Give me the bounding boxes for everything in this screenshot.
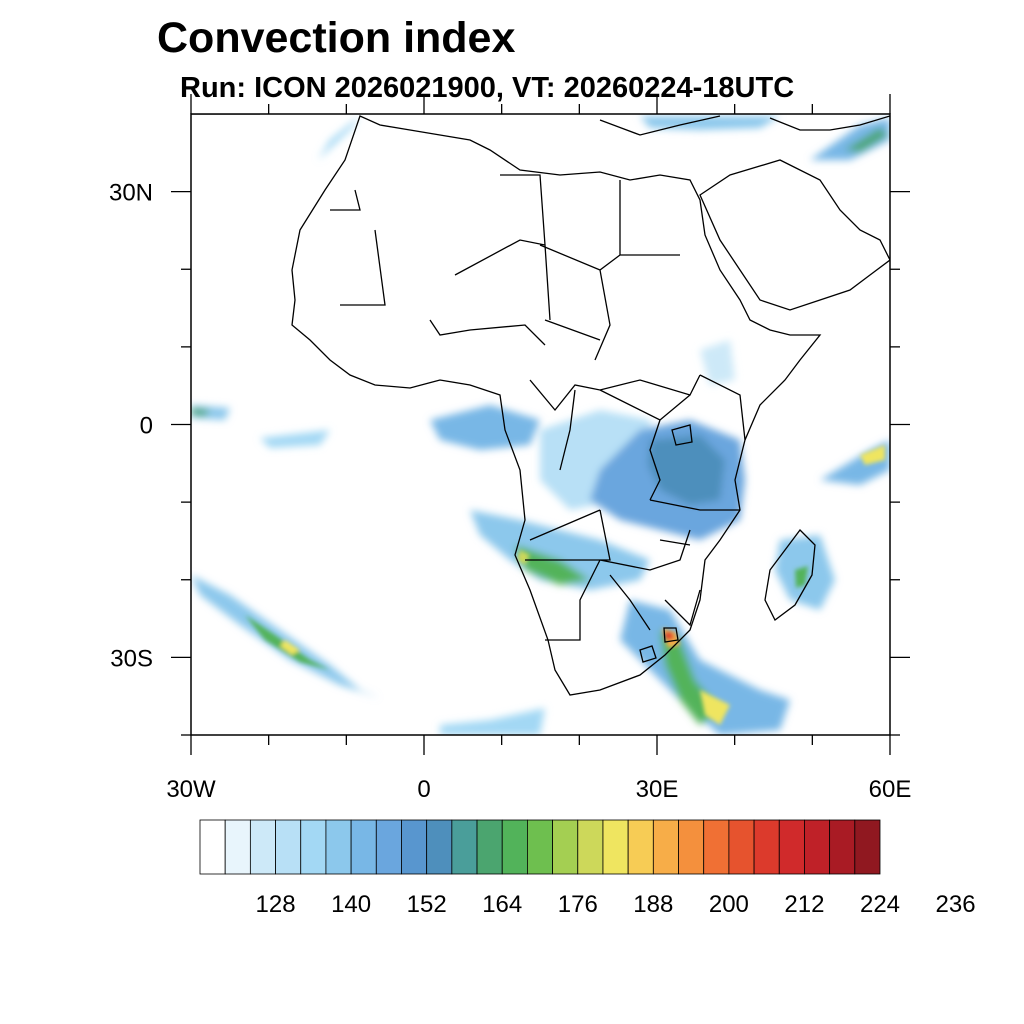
colorbar-swatch	[753, 819, 780, 875]
field-south-atlantic	[191, 575, 380, 698]
colorbar-swatch	[602, 819, 629, 875]
colorbar-label: 188	[633, 891, 673, 918]
colorbar-swatch	[577, 819, 604, 875]
colorbar-swatch	[224, 819, 251, 875]
convection-field	[191, 116, 890, 735]
field-angola-yellow	[517, 550, 530, 565]
colorbar-swatch	[652, 819, 679, 875]
colorbar-swatch	[703, 819, 730, 875]
colorbar-swatch	[451, 819, 478, 875]
colorbar-label: 152	[407, 891, 447, 918]
colorbar-swatch	[275, 819, 302, 875]
field-angola	[470, 510, 650, 590]
colorbar-swatch	[501, 819, 528, 875]
y-tick-label: 0	[140, 413, 153, 440]
field-atlantic-mid	[260, 430, 330, 448]
field-atlantic-west-core	[191, 408, 210, 416]
arabia-coastline	[699, 159, 890, 311]
colorbar-swatch	[627, 819, 654, 875]
y-tick-label: 30N	[109, 180, 153, 207]
field-madagascar-core	[795, 566, 808, 588]
colorbar-label: 176	[558, 891, 598, 918]
lesotho	[639, 645, 657, 663]
colorbar-label: 164	[482, 891, 522, 918]
x-tick-label: 30E	[636, 776, 679, 803]
coastlines	[191, 114, 890, 696]
colorbar-swatch	[476, 819, 503, 875]
colorbar-swatch	[804, 819, 831, 875]
field-east-africa-core	[648, 435, 725, 505]
field-atlantic-west	[191, 405, 230, 420]
colorbar-swatch	[778, 819, 805, 875]
colorbar-swatch	[527, 819, 553, 875]
chart-title: Convection index	[157, 14, 516, 62]
country-borders	[330, 174, 746, 641]
colorbar-swatch	[300, 819, 327, 875]
colorbar-swatch	[375, 819, 402, 875]
axis-ticks	[171, 94, 910, 755]
colorbar-label: 200	[709, 891, 749, 918]
field-guinea	[430, 405, 540, 450]
colorbar-label: 140	[331, 891, 371, 918]
field-mediterranean	[318, 116, 360, 160]
x-tick-label: 60E	[869, 776, 912, 803]
field-southeast-red	[664, 632, 674, 640]
colorbar-swatch	[829, 819, 856, 875]
colorbar-swatch	[350, 819, 377, 875]
colorbar-swatch	[426, 819, 453, 875]
field-south-atlantic-peak	[280, 640, 300, 655]
colorbar-labels: 128 140 152 164 176 188 200 212 224 236	[256, 891, 976, 918]
field-east-africa-north	[700, 340, 735, 385]
colorbar-swatch	[249, 819, 276, 875]
y-tick-label: 30S	[110, 645, 153, 672]
colorbar-swatch	[552, 819, 579, 875]
colorbar-swatch	[854, 819, 881, 875]
africa-coastline	[291, 115, 822, 696]
colorbar-label: 236	[936, 891, 976, 918]
colorbar-swatch	[678, 819, 705, 875]
field-indian-ocean	[820, 440, 890, 485]
field-bottom-center	[440, 708, 545, 735]
colorbar-swatch	[199, 819, 226, 875]
field-angola-core	[515, 545, 590, 585]
field-iran	[810, 118, 890, 160]
eswatini	[663, 627, 679, 643]
colorbar-swatch	[325, 819, 352, 875]
colorbar-label: 212	[784, 891, 824, 918]
lake-victoria	[671, 424, 693, 446]
field-southeast-yellow	[700, 690, 730, 725]
axis-tick-labels: 30W 0 30E 60E 30N 0 30S	[109, 180, 911, 803]
colorbar-swatch	[728, 819, 755, 875]
madagascar-coastline	[764, 529, 816, 621]
colorbar-swatch	[401, 819, 428, 875]
colorbar	[199, 819, 881, 875]
field-iran-core	[845, 128, 888, 152]
field-indian-ocean-core	[860, 445, 885, 465]
colorbar-label: 224	[860, 891, 900, 918]
x-tick-label: 30W	[166, 776, 216, 803]
chart-subtitle: Run: ICON 2026021900, VT: 20260224-18UTC	[180, 72, 795, 104]
colorbar-label: 128	[256, 891, 296, 918]
europe-coastline	[191, 114, 890, 136]
x-tick-label: 0	[417, 776, 430, 803]
